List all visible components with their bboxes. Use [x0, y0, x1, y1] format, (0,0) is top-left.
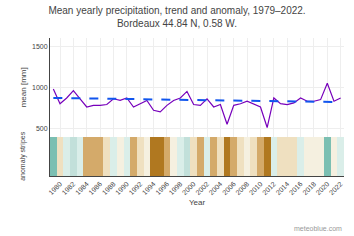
svg-text:1980: 1980	[47, 180, 63, 196]
svg-text:1986: 1986	[87, 180, 103, 196]
svg-text:1996: 1996	[154, 180, 170, 196]
svg-text:1982: 1982	[61, 180, 77, 196]
svg-text:mean [mm]: mean [mm]	[19, 67, 28, 107]
svg-text:2002: 2002	[194, 180, 210, 196]
svg-text:1984: 1984	[74, 180, 90, 196]
svg-text:1500: 1500	[32, 43, 48, 50]
svg-text:1990: 1990	[114, 180, 130, 196]
svg-text:2014: 2014	[274, 180, 290, 196]
svg-text:2010: 2010	[248, 180, 264, 196]
svg-text:2004: 2004	[208, 180, 224, 196]
svg-text:1000: 1000	[32, 84, 48, 91]
svg-text:2000: 2000	[181, 180, 197, 196]
svg-text:2008: 2008	[234, 180, 250, 196]
svg-text:Mean yearly precipitation, tre: Mean yearly precipitation, trend and ano…	[48, 5, 305, 29]
svg-text:2022: 2022	[328, 180, 344, 196]
svg-text:1988: 1988	[101, 180, 117, 196]
svg-text:meteoblue.com: meteoblue.com	[294, 225, 342, 232]
svg-text:anomaly stripes: anomaly stripes	[19, 131, 27, 181]
svg-text:500: 500	[36, 125, 48, 132]
svg-text:Year: Year	[189, 198, 206, 207]
svg-text:2020: 2020	[315, 180, 331, 196]
svg-text:1992: 1992	[127, 180, 143, 196]
svg-text:2012: 2012	[261, 180, 277, 196]
svg-text:2016: 2016	[288, 180, 304, 196]
svg-text:1994: 1994	[141, 180, 157, 196]
svg-text:1998: 1998	[168, 180, 184, 196]
svg-text:2018: 2018	[301, 180, 317, 196]
svg-text:2006: 2006	[221, 180, 237, 196]
